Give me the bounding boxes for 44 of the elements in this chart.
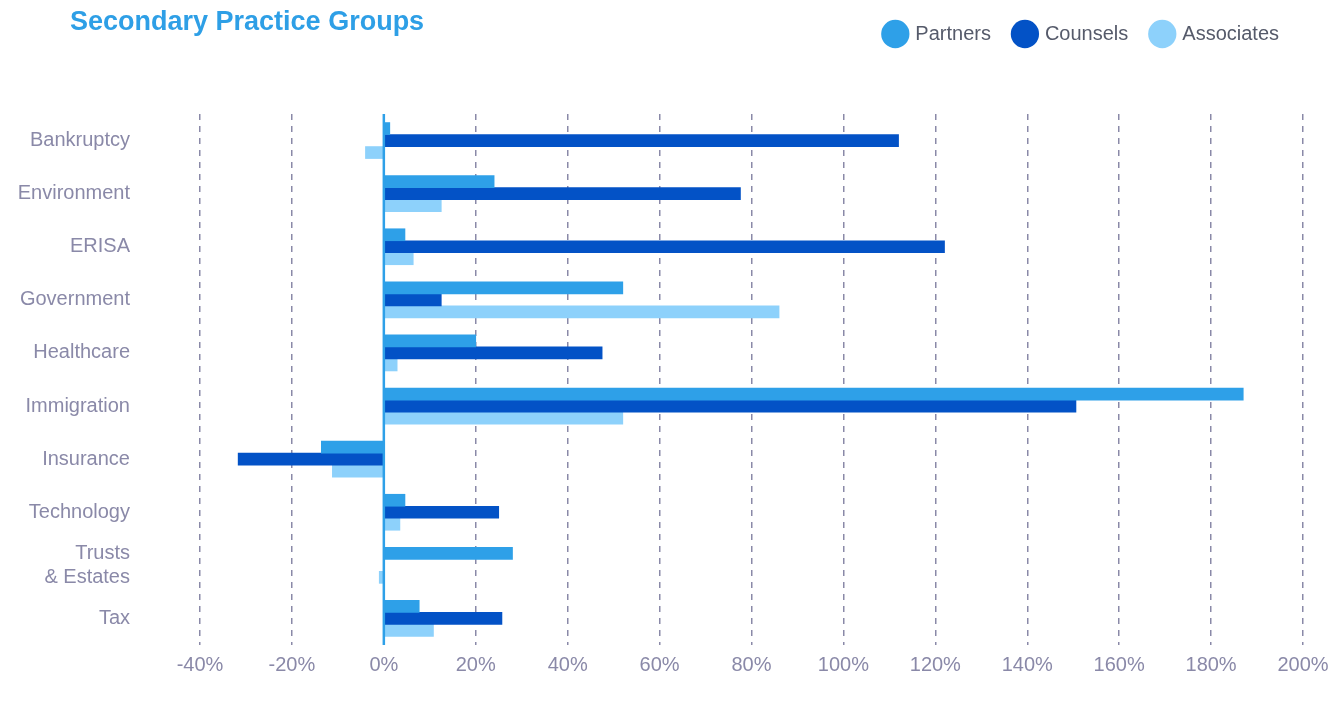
x-tick-label: 160% (1093, 652, 1145, 675)
bar (384, 612, 503, 625)
x-tick-label: 20% (455, 652, 496, 675)
y-tick-label: Healthcare (33, 340, 130, 363)
x-tick-label: 40% (547, 652, 588, 675)
legend-label: Associates (1182, 21, 1280, 44)
y-tick-label: Environment (17, 181, 131, 204)
x-tick-label: 120% (909, 652, 962, 675)
y-tick-label: Government (19, 287, 131, 310)
chart-title: Secondary Practice Groups (70, 6, 425, 37)
legend-label: Partners (915, 21, 991, 44)
bar (384, 399, 1077, 413)
bar (384, 624, 434, 637)
y-tick-label: Bankruptcy (29, 128, 130, 151)
bar (384, 293, 442, 307)
x-tick-label: 80% (731, 652, 772, 675)
y-tick-label: Trusts & Estates (44, 540, 130, 587)
bar (332, 464, 384, 478)
x-tick-label: 200% (1277, 652, 1329, 675)
x-tick-label: -20% (268, 652, 316, 675)
bar (384, 505, 500, 519)
y-tick-label: Immigration (25, 393, 130, 416)
bar (384, 252, 414, 266)
y-tick-label: Technology (28, 499, 130, 522)
y-tick-label: Insurance (42, 446, 130, 469)
legend-label: Counsels (1044, 21, 1129, 44)
bar (384, 240, 945, 254)
y-tick-label: Tax (98, 605, 130, 628)
bar (384, 134, 899, 147)
bar (237, 452, 384, 466)
bar (384, 346, 603, 360)
x-tick-label: 0% (369, 652, 399, 675)
bar (365, 146, 384, 159)
x-tick-label: 100% (817, 652, 870, 675)
bar (384, 411, 624, 425)
x-tick-label: 140% (1001, 652, 1054, 675)
x-tick-label: 180% (1185, 652, 1237, 675)
bar (384, 305, 780, 319)
bar (384, 199, 442, 212)
bar (378, 571, 384, 584)
x-tick-label: -40% (176, 652, 224, 675)
y-tick-label: ERISA (69, 234, 131, 257)
bar (384, 187, 741, 200)
x-tick-label: 60% (639, 652, 680, 675)
